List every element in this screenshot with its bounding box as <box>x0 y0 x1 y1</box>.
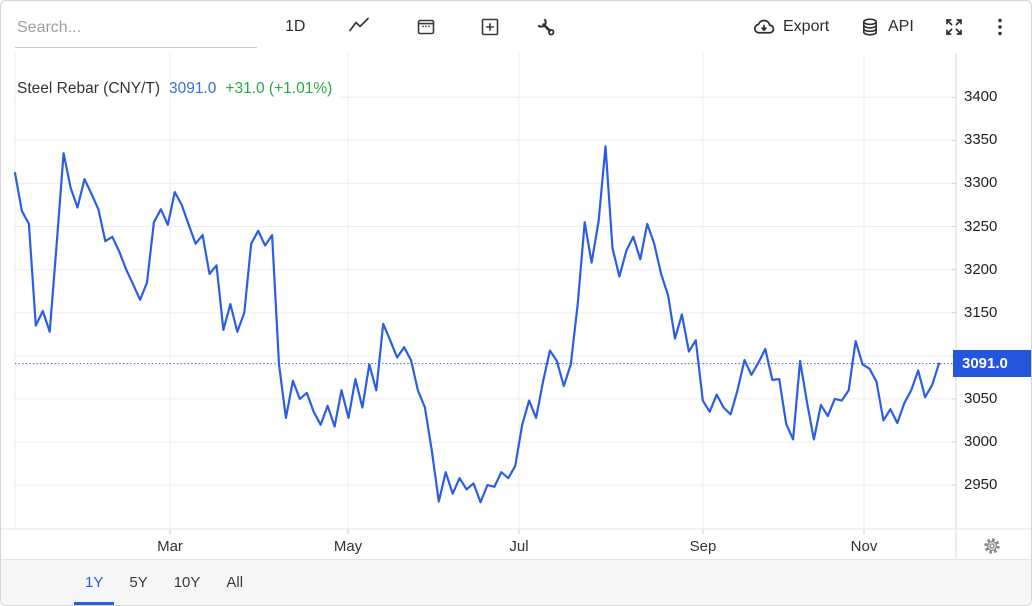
y-axis-tick-label: 3250 <box>964 217 998 235</box>
calendar-button[interactable] <box>414 1 438 53</box>
y-axis-tick-label: 3400 <box>964 88 998 106</box>
y-axis-tick-label: 3000 <box>964 433 998 450</box>
chart-legend: Steel Rebar (CNY/T) 3091.0 +31.0 (+1.01%… <box>17 80 339 98</box>
x-axis-tick-label: Mar <box>157 538 183 555</box>
y-axis-tick-label: 3050 <box>964 389 998 407</box>
interval-button[interactable]: 1D <box>285 1 305 53</box>
api-button[interactable]: API <box>858 1 914 53</box>
range-tab-all[interactable]: All <box>226 574 244 591</box>
price-change: +31.0 (+1.01%) <box>225 80 333 97</box>
line-chart-icon <box>347 15 371 39</box>
export-label: Export <box>783 18 830 35</box>
search-input[interactable] <box>15 13 257 48</box>
calendar-icon <box>414 15 438 39</box>
y-axis-tick-label: 3300 <box>964 174 998 192</box>
range-tab-1y[interactable]: 1Y <box>74 560 114 605</box>
cloud-download-icon <box>751 14 777 40</box>
database-icon <box>858 15 882 39</box>
fullscreen-button[interactable] <box>942 1 966 53</box>
chart-type-button[interactable] <box>347 1 371 53</box>
add-compare-icon <box>478 15 502 39</box>
y-axis-tick-label: 3200 <box>964 260 998 278</box>
toolbar: 1D <box>1 1 1031 53</box>
y-axis-tick-label: 2950 <box>964 476 998 494</box>
range-tab-10y[interactable]: 10Y <box>173 574 201 591</box>
x-axis-tick-label: Nov <box>850 538 878 555</box>
interval-label: 1D <box>285 18 306 35</box>
current-price-label: 3091.0 <box>953 350 1031 378</box>
api-label: API <box>888 18 914 35</box>
last-price: 3091.0 <box>168 80 217 97</box>
y-axis-tick-label: 3150 <box>964 303 998 321</box>
x-axis-tick-label: May <box>333 538 363 555</box>
instrument-title: Steel Rebar (CNY/T) <box>17 80 160 97</box>
range-tab-5y[interactable]: 5Y <box>129 574 148 591</box>
range-tabbar: 1Y 5Y 10Y All <box>1 559 1031 605</box>
x-axis-tick-label: Jul <box>509 538 529 555</box>
x-axis-tick-label: Sep <box>689 538 717 555</box>
y-axis-tick-label: 3350 <box>964 131 998 149</box>
kebab-menu-icon <box>988 15 1012 39</box>
tools-button[interactable] <box>534 1 558 53</box>
more-menu-button[interactable] <box>988 1 1012 53</box>
wrench-icon <box>534 15 558 39</box>
add-compare-button[interactable] <box>478 1 502 53</box>
export-button[interactable]: Export <box>751 1 829 53</box>
gear-icon[interactable] <box>981 535 1003 557</box>
fullscreen-icon <box>942 15 966 39</box>
